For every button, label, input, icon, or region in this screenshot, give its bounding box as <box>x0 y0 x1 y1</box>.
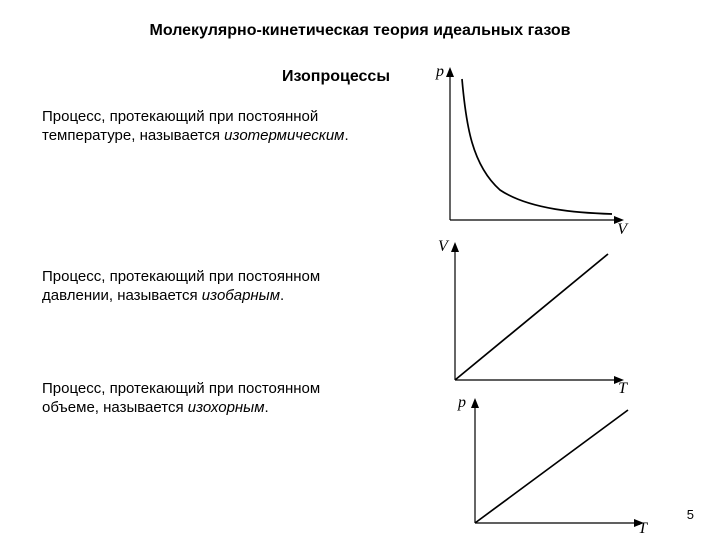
chart2-xlabel: T <box>618 380 627 398</box>
isochoric-chart: p T <box>450 398 645 533</box>
para2-line2a: давлении, называется <box>42 287 202 304</box>
para2-line1: Процесс, протекающий при постоянном <box>42 268 320 285</box>
isobaric-chart: V T <box>430 240 625 390</box>
page-title: Молекулярно-кинетическая теория идеальны… <box>0 22 720 40</box>
para3-line2a: объеме, называется <box>42 399 188 416</box>
chart3-xlabel: T <box>638 520 647 538</box>
chart3-ylabel: p <box>458 394 466 412</box>
para3-line1: Процесс, протекающий при постоянном <box>42 380 320 397</box>
para1-term: изотермическим <box>224 127 344 144</box>
para3-term: изохорным <box>188 399 265 416</box>
isothermal-chart: p V <box>430 65 625 230</box>
isothermal-svg <box>430 65 625 230</box>
isobaric-text: Процесс, протекающий при постоянном давл… <box>42 268 320 306</box>
para3-line2c: . <box>265 399 269 416</box>
para2-term: изобарным <box>202 287 280 304</box>
para2-line2c: . <box>280 287 284 304</box>
subtitle: Изопроцессы <box>170 68 390 86</box>
para1-line2a: температуре, называется <box>42 127 224 144</box>
chart1-ylabel: p <box>436 63 444 81</box>
isobaric-svg <box>430 240 625 390</box>
page-number: 5 <box>687 507 694 522</box>
chart1-xlabel: V <box>617 221 627 239</box>
isothermal-text: Процесс, протекающий при постоянной темп… <box>42 108 349 146</box>
isochoric-svg <box>450 398 645 533</box>
para1-line1: Процесс, протекающий при постоянной <box>42 108 318 125</box>
para1-line2c: . <box>344 127 348 144</box>
isochoric-text: Процесс, протекающий при постоянном объе… <box>42 380 320 418</box>
chart2-ylabel: V <box>438 238 448 256</box>
